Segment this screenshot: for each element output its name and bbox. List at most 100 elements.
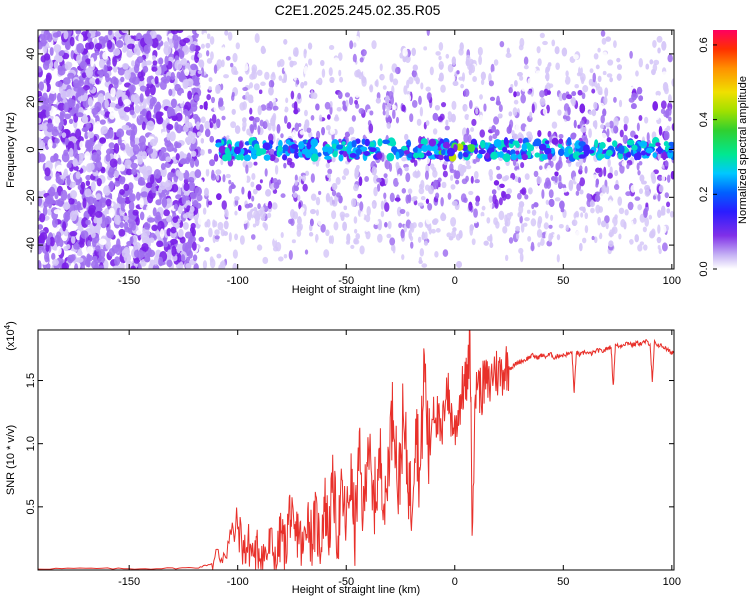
spectrogram-cell xyxy=(269,154,276,162)
spectrogram-cell xyxy=(187,250,193,259)
spectrogram-cell xyxy=(189,206,195,213)
spectrogram-cell xyxy=(353,42,357,48)
spectrogram-cell xyxy=(70,235,76,244)
spectrogram-cell xyxy=(607,59,614,66)
spectrogram-cell xyxy=(450,184,456,190)
spectrogram-cell xyxy=(243,62,249,72)
spectrogram-cell xyxy=(418,259,423,264)
spectrogram-cell xyxy=(299,207,305,213)
spectrogram-cell xyxy=(198,59,204,67)
spectrogram-cell xyxy=(142,98,147,109)
colorbar-gradient xyxy=(713,30,737,269)
spectrogram-cell xyxy=(411,69,417,78)
spectrogram-cell xyxy=(565,70,569,77)
spectrogram-cell xyxy=(421,144,429,152)
spectrogram-cell xyxy=(359,57,364,63)
spectrogram-cell xyxy=(224,147,231,156)
spectrogram-cell xyxy=(203,32,208,39)
spectrogram-cell xyxy=(388,153,393,159)
spectrogram-cell xyxy=(387,220,392,230)
spectrogram-cell xyxy=(618,233,622,240)
spectrogram-cell xyxy=(356,69,362,78)
spectrogram-cell xyxy=(665,108,670,119)
spectrogram-cell xyxy=(435,51,441,56)
spectrogram-cell xyxy=(634,134,639,139)
spectrogram-cell xyxy=(645,147,654,154)
spectrogram-cell xyxy=(450,216,457,227)
spectrogram-cell xyxy=(165,75,171,82)
spectrogram-cell xyxy=(84,188,92,198)
spectrogram-cell xyxy=(213,104,217,112)
spectrogram-cell xyxy=(416,118,422,126)
spectrogram-cell xyxy=(346,233,351,244)
spectrogram-cell xyxy=(217,221,224,231)
spectrogram-cell xyxy=(434,250,439,258)
spectrogram-cell xyxy=(438,42,444,51)
spectrogram-cell xyxy=(156,240,164,248)
spectrogram-cell xyxy=(348,96,354,106)
spectrogram-cell xyxy=(116,60,124,68)
spectrogram-cell xyxy=(645,63,650,70)
spectrogram-cell xyxy=(152,60,158,66)
spectrogram-cell xyxy=(102,51,108,60)
spectrogram-cell xyxy=(183,108,189,116)
spectrogram-cell xyxy=(515,123,521,132)
spectrogram-cell xyxy=(39,213,46,223)
spectrogram-cell xyxy=(204,120,211,130)
spectrogram-cell xyxy=(547,90,551,95)
spectrogram-cell xyxy=(125,168,133,176)
spectrogram-cell xyxy=(121,30,130,34)
spectrogram-cell xyxy=(598,90,603,95)
spectrogram-cell xyxy=(165,156,172,163)
spectrogram-cell xyxy=(294,122,299,132)
spectrogram-cell xyxy=(652,152,657,159)
spectrogram-cell xyxy=(112,48,121,56)
spectrogram-cell xyxy=(512,140,520,146)
spectrogram-cell xyxy=(280,176,285,184)
spectrogram-cell xyxy=(44,174,52,181)
spectrogram-cell xyxy=(661,151,667,161)
spectrogram-cell xyxy=(108,30,113,36)
spectrogram-cell xyxy=(189,158,195,168)
spectrogram-cell xyxy=(635,70,639,77)
spectrogram-y-tick-label: 0 xyxy=(25,146,37,152)
spectrogram-cell xyxy=(662,225,667,234)
spectrogram-cell xyxy=(484,152,490,160)
spectrogram-cell xyxy=(247,190,252,200)
spectrogram-cell xyxy=(501,176,508,182)
spectrogram-cell xyxy=(119,188,125,195)
spectrogram-cell xyxy=(533,170,539,178)
spectrogram-cell xyxy=(596,82,601,89)
spectrogram-cell xyxy=(111,244,120,254)
spectrogram-cell xyxy=(405,211,410,217)
spectrogram-cell xyxy=(180,92,187,102)
spectrogram-cell xyxy=(497,113,503,119)
spectrogram-cell xyxy=(410,241,414,249)
spectrogram-cell xyxy=(592,120,597,128)
spectrogram-cell xyxy=(222,174,226,183)
spectrogram-cell xyxy=(605,36,612,42)
spectrogram-cell xyxy=(460,193,467,203)
spectrogram-cell xyxy=(126,50,134,58)
spectrogram-cell xyxy=(557,181,563,189)
spectrogram-cell xyxy=(369,110,374,116)
spectrogram-cell xyxy=(188,181,196,192)
spectrogram-cell xyxy=(108,165,115,176)
spectrogram-cell xyxy=(95,78,100,85)
spectrogram-cell xyxy=(337,91,343,99)
spectrogram-cell xyxy=(360,211,365,220)
spectrogram-cell xyxy=(634,234,639,243)
snr-x-tick-label: 50 xyxy=(557,576,569,588)
spectrogram-cell xyxy=(412,152,420,159)
spectrogram-cell xyxy=(109,102,116,108)
spectrogram-cell xyxy=(444,125,450,131)
spectrogram-cell xyxy=(213,153,219,162)
spectrogram-cell xyxy=(40,38,47,47)
spectrogram-cell xyxy=(178,171,184,182)
spectrogram-cell xyxy=(650,207,657,217)
spectrogram-cell xyxy=(94,42,103,50)
spectrogram-cell xyxy=(535,70,541,75)
spectrogram-cell xyxy=(147,249,156,258)
spectrogram-cell xyxy=(333,116,340,122)
spectrogram-cell xyxy=(658,176,663,182)
